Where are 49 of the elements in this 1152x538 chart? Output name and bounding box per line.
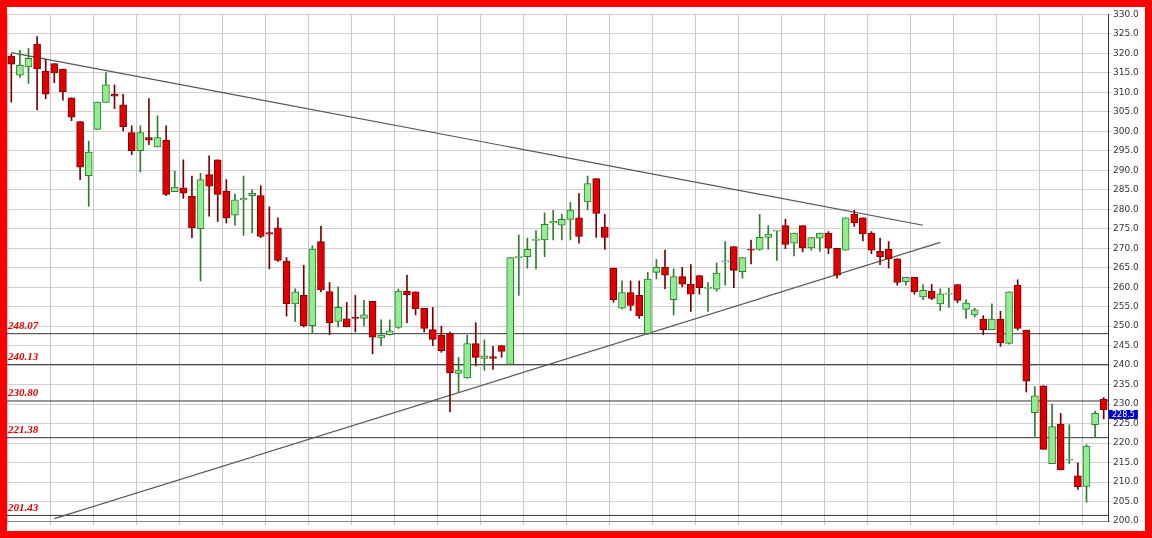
y-tick-label: 285.0 bbox=[1113, 184, 1140, 195]
y-tick-label: 235.0 bbox=[1113, 378, 1140, 389]
y-tick-label: 320.0 bbox=[1113, 47, 1140, 58]
candlestick bbox=[945, 287, 953, 308]
candlestick bbox=[1065, 424, 1074, 465]
candlestick bbox=[7, 53, 16, 103]
y-tick-label: 325.0 bbox=[1113, 28, 1140, 39]
y-tick-label: 250.0 bbox=[1113, 320, 1140, 331]
candlestick bbox=[205, 155, 213, 217]
candlestick bbox=[773, 229, 781, 261]
y-tick-label: 315.0 bbox=[1113, 67, 1140, 78]
candlestick bbox=[489, 346, 497, 370]
y-tick-label: 300.0 bbox=[1113, 125, 1140, 136]
candlestick bbox=[764, 225, 773, 250]
candlestick bbox=[747, 239, 755, 265]
y-tick-label: 215.0 bbox=[1113, 456, 1140, 467]
y-tick-label: 240.0 bbox=[1113, 359, 1140, 370]
candlestick bbox=[876, 237, 884, 265]
text: 228.5 bbox=[1112, 409, 1135, 419]
y-tick-label: 220.0 bbox=[1113, 437, 1140, 448]
y-tick-label: 230.0 bbox=[1113, 398, 1140, 409]
y-tick-label: 305.0 bbox=[1113, 106, 1140, 117]
y-tick-label: 290.0 bbox=[1113, 164, 1140, 175]
ref-line-label: 201.43 bbox=[7, 500, 39, 513]
candlestick bbox=[721, 241, 730, 286]
candlestick bbox=[145, 98, 153, 145]
ref-line-label: 240.13 bbox=[7, 349, 39, 362]
y-tick-label: 270.0 bbox=[1113, 242, 1140, 253]
candlestick bbox=[661, 249, 669, 290]
y-tick-label: 330.0 bbox=[1113, 8, 1140, 19]
y-tick-label: 245.0 bbox=[1113, 339, 1140, 350]
y-tick-label: 295.0 bbox=[1113, 145, 1140, 156]
y-tick-label: 310.0 bbox=[1113, 86, 1140, 97]
y-tick-label: 255.0 bbox=[1113, 301, 1140, 312]
ref-line-label: 230.80 bbox=[7, 386, 39, 399]
y-tick-label: 210.0 bbox=[1113, 476, 1140, 487]
y-tick-label: 205.0 bbox=[1113, 495, 1140, 506]
y-tick-label: 280.0 bbox=[1113, 203, 1140, 214]
candlestick bbox=[360, 300, 368, 327]
y-tick-label: 260.0 bbox=[1113, 281, 1140, 292]
y-tick-label: 225.0 bbox=[1113, 417, 1140, 428]
y-tick-label: 275.0 bbox=[1113, 223, 1140, 234]
ref-line-label: 248.07 bbox=[7, 319, 39, 332]
candlestick bbox=[248, 189, 256, 234]
ref-line-label: 221.38 bbox=[7, 423, 39, 436]
y-tick-label: 200.0 bbox=[1113, 515, 1140, 526]
y-tick-label: 265.0 bbox=[1113, 262, 1140, 273]
candlestick bbox=[170, 170, 179, 193]
candlestick bbox=[686, 264, 695, 312]
